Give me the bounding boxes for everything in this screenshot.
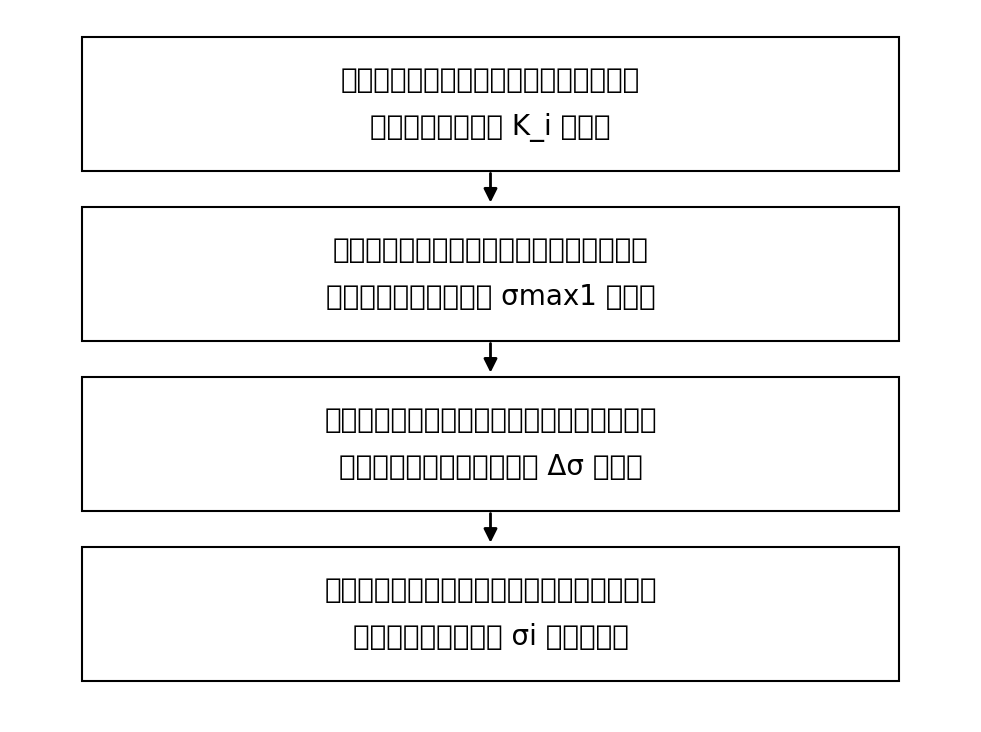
Text: 端部加强等构式少片抛物线型变截面板簧的: 端部加强等构式少片抛物线型变截面板簧的 — [333, 236, 648, 264]
FancyBboxPatch shape — [82, 207, 899, 340]
Text: 各片板簧预夹紧应力 σi 的匹配设计: 各片板簧预夹紧应力 σi 的匹配设计 — [352, 624, 629, 651]
Text: 各片板簧夹紧刚度 K_i 的计算: 各片板簧夹紧刚度 K_i 的计算 — [370, 113, 611, 142]
FancyBboxPatch shape — [82, 37, 899, 171]
Text: 端部加强非等构式少片抛物线型变截面板簧的: 端部加强非等构式少片抛物线型变截面板簧的 — [325, 576, 656, 605]
FancyBboxPatch shape — [82, 547, 899, 681]
Text: 端部加强非等构式抛物线型变截面板簧的: 端部加强非等构式抛物线型变截面板簧的 — [340, 66, 641, 94]
Text: 首片板簧根部最大应力 σmax1 的计算: 首片板簧根部最大应力 σmax1 的计算 — [326, 283, 655, 311]
Text: 端部加强非等构式少片抛物线型变截面板簧的: 端部加强非等构式少片抛物线型变截面板簧的 — [325, 406, 656, 434]
Text: 各片板簧之间预夹紧应力差 Δσ 的确定: 各片板簧之间预夹紧应力差 Δσ 的确定 — [338, 453, 643, 482]
FancyBboxPatch shape — [82, 377, 899, 511]
